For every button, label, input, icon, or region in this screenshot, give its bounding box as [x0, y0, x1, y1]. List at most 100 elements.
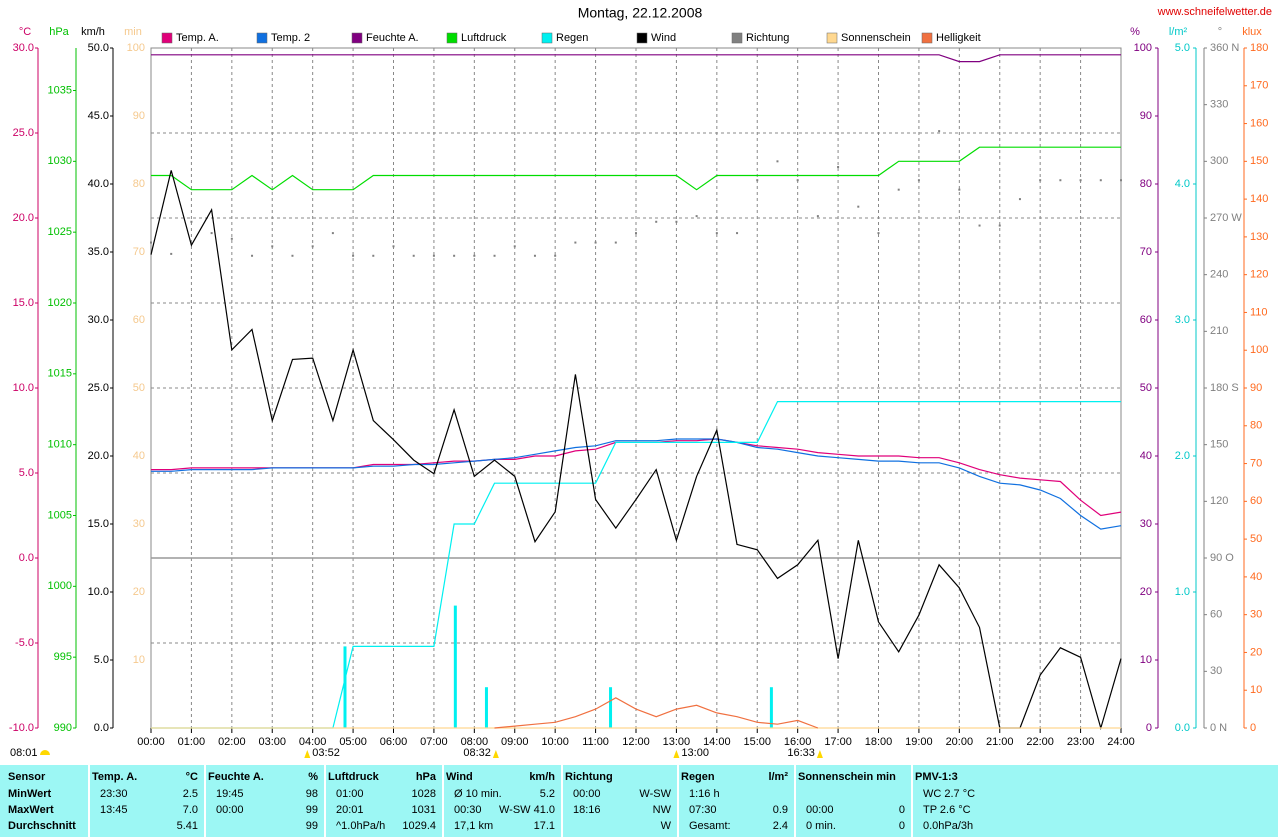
x-tick-label: 21:00	[986, 736, 1014, 748]
y-tick-label: 10.0	[13, 382, 34, 394]
table-group: Luftdruck hPa 01:00 1028 20:01 1031 ^1.0hPa/h 1…	[326, 765, 444, 837]
table-cell: MinWert	[8, 788, 52, 800]
table-cell: 19:45	[216, 788, 244, 800]
series-dot	[614, 241, 617, 244]
y-tick-label: 330	[1210, 99, 1228, 111]
y-tick-label: 30	[1140, 518, 1152, 530]
event-label: 03:52	[312, 747, 340, 759]
y-tick-label: 40.0	[88, 178, 109, 190]
table-value: 7.0	[182, 804, 198, 816]
series-dot	[776, 160, 779, 163]
table-value: W	[660, 820, 671, 832]
y-tick-label: 0.0	[1175, 722, 1190, 734]
series-dot	[1120, 179, 1122, 182]
y-tick-label: 60	[1210, 609, 1222, 621]
table-cell: ^1.0hPa/h	[336, 820, 386, 832]
y-tick-label: 30.0	[13, 42, 34, 54]
y-tick-label: 1005	[48, 509, 72, 521]
y-tick-label: 180 S	[1210, 382, 1239, 394]
x-tick-label: 23:00	[1067, 736, 1095, 748]
table-cell: 07:30	[689, 804, 717, 816]
table-cell: WC 2.7 °C	[923, 788, 976, 800]
y-tick-label: 100	[1250, 344, 1268, 356]
y-tick-label: 120	[1250, 269, 1268, 281]
series-dot	[473, 254, 476, 257]
y-tick-label: 210	[1210, 325, 1228, 337]
y-tick-label: 300	[1210, 155, 1228, 167]
x-tick-label: 10:00	[541, 736, 569, 748]
series-dot	[635, 232, 637, 235]
series-dot	[392, 245, 395, 248]
y-tick-label: 80	[133, 178, 145, 190]
y-tick-label: 50.0	[88, 42, 109, 54]
series-dot	[331, 232, 334, 235]
column-header: Temp. A.	[92, 771, 138, 783]
column-unit: l/m²	[768, 771, 788, 783]
series-dot	[554, 254, 557, 257]
y-tick-label: 15.0	[88, 518, 109, 530]
y-tick-label: 35.0	[88, 246, 109, 258]
table-cell: Ø 10 min.	[454, 788, 502, 800]
table-group: Wind km/h Ø 10 min. 5.2 00:30 W-SW 41.0 17,1 k…	[444, 765, 563, 837]
table-value: 0	[898, 804, 905, 816]
x-tick-label: 12:00	[622, 736, 650, 748]
series-dot	[412, 254, 415, 257]
series-dot	[210, 232, 213, 235]
series-dot	[958, 188, 961, 191]
y-tick-label: 10.0	[88, 586, 109, 598]
table-value: 98	[305, 788, 318, 800]
series-line	[151, 438, 1122, 530]
column-header: Luftdruck	[328, 771, 379, 783]
series-dot	[372, 254, 375, 257]
table-value: 0.9	[772, 804, 788, 816]
series-dot	[736, 232, 739, 235]
y-tick-label: 100	[127, 42, 145, 54]
series-dot	[251, 254, 254, 257]
table-group: Sonnenschein min 00:00 0 0 min. 0	[796, 765, 913, 837]
series-dot	[655, 220, 658, 223]
y-tick-label: 40	[133, 450, 145, 462]
table-cell: TP 2.6 °C	[923, 804, 971, 816]
legend-swatch	[731, 32, 743, 44]
rain-bar	[343, 646, 347, 728]
y-tick-label: 25.0	[88, 382, 109, 394]
y-tick-label: 1010	[48, 439, 72, 451]
series-dot	[857, 205, 860, 208]
y-tick-label: 270 W	[1210, 212, 1242, 224]
x-tick-label: 14:00	[703, 736, 731, 748]
series-dot	[311, 245, 314, 248]
legend-swatch	[541, 32, 553, 44]
table-value: 99	[305, 804, 318, 816]
axis-unit: min	[124, 26, 142, 38]
y-tick-label: 160	[1250, 117, 1268, 129]
y-tick-label: 90	[133, 110, 145, 122]
y-tick-label: 995	[54, 651, 72, 663]
table-cell: 20:01	[336, 804, 364, 816]
y-tick-label: 0 N	[1210, 722, 1227, 734]
table-value: 1028	[411, 788, 436, 800]
y-tick-label: 1035	[48, 84, 72, 96]
event-marker	[673, 750, 680, 758]
table-value: NW	[652, 804, 671, 816]
column-header: Regen	[681, 771, 715, 783]
table-group: Temp. A. °C 23:30 2.5 13:45 7.0 5.41	[90, 765, 206, 837]
y-tick-label: 170	[1250, 80, 1268, 92]
table-value: 1031	[411, 804, 436, 816]
column-header: Feuchte A.	[208, 771, 264, 783]
series-line	[151, 146, 1121, 191]
column-header: Wind	[446, 771, 473, 783]
y-tick-label: 100	[1134, 42, 1152, 54]
event-label: 16:33	[787, 747, 815, 759]
legend-label: Sonnenschein	[841, 32, 911, 44]
axis-unit: hPa	[49, 26, 69, 38]
chart-title: Montag, 22.12.2008	[578, 5, 703, 21]
x-tick-label: 06:00	[380, 736, 408, 748]
table-group: Feuchte A.% 19:45 98 00:00 99 99	[206, 765, 326, 837]
series-dot	[291, 254, 294, 257]
y-tick-label: 180	[1250, 42, 1268, 54]
legend-label: Temp. 2	[271, 32, 310, 44]
x-tick-label: 20:00	[946, 736, 974, 748]
x-tick-label: 00:00	[137, 736, 165, 748]
table-group: PMV-1:3 WC 2.7 °C TP 2.6 °C 0.0hPa/3h	[913, 765, 1280, 837]
rain-bar	[609, 687, 613, 728]
